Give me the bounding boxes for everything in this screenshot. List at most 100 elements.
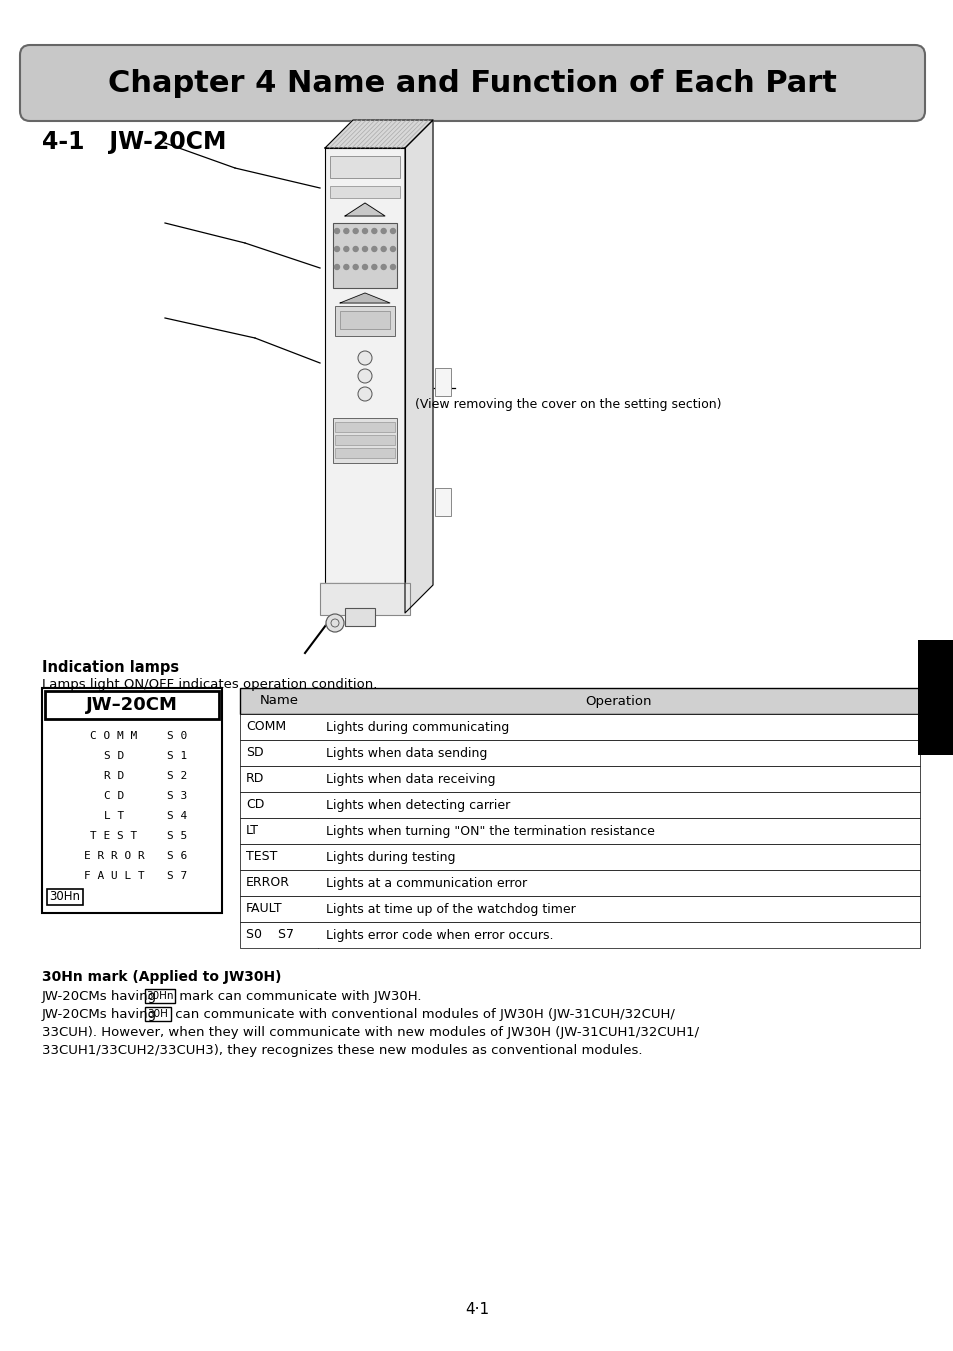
Text: 4-1   JW-20CM: 4-1 JW-20CM [42,130,226,154]
Text: 33CUH). However, when they will communicate with new modules of JW30H (JW-31CUH1: 33CUH). However, when they will communic… [42,1025,699,1039]
Bar [345,608,375,626]
Bar [325,149,405,613]
Bar [240,896,919,921]
Circle shape [381,228,386,234]
Circle shape [353,246,357,251]
Text: R D: R D [104,771,124,781]
Text: Name: Name [259,694,298,708]
Text: can communicate with conventional modules of JW30H (JW-31CUH/32CUH/: can communicate with conventional module… [171,1008,674,1021]
Circle shape [343,246,349,251]
Text: S 0: S 0 [167,731,187,740]
Bar [240,817,919,844]
Bar [335,435,395,444]
Text: 30Hn: 30Hn [146,992,173,1001]
Text: Lamps light ON/OFF indicates operation condition.: Lamps light ON/OFF indicates operation c… [42,678,377,690]
Bar [240,713,919,740]
Circle shape [372,228,376,234]
Polygon shape [405,120,433,613]
Circle shape [357,369,372,382]
Text: CD: CD [246,798,264,812]
Bar [240,870,919,896]
Text: L T: L T [104,811,124,821]
Bar [333,223,396,288]
Text: Lights when data receiving: Lights when data receiving [326,773,495,785]
Text: SD: SD [246,747,263,759]
Circle shape [381,265,386,269]
Bar [47,889,83,905]
Circle shape [390,246,395,251]
Circle shape [362,265,367,269]
Text: T E S T: T E S T [91,831,137,842]
Bar [240,792,919,817]
Text: COMM: COMM [246,720,286,734]
Text: S0    S7: S0 S7 [246,928,294,942]
Text: E R R O R: E R R O R [84,851,144,861]
Circle shape [362,228,367,234]
Circle shape [390,228,395,234]
Circle shape [335,265,339,269]
Bar [333,417,396,463]
Polygon shape [339,293,390,303]
Circle shape [357,351,372,365]
Circle shape [381,246,386,251]
Text: FAULT: FAULT [246,902,282,916]
Circle shape [353,265,357,269]
Text: C O M M: C O M M [91,731,137,740]
Text: Lights when detecting carrier: Lights when detecting carrier [326,798,510,812]
Circle shape [335,246,339,251]
Text: Indication lamps: Indication lamps [42,661,179,676]
Bar [240,844,919,870]
Text: JW-20CMs having: JW-20CMs having [42,1008,161,1021]
Bar [240,766,919,792]
Circle shape [372,265,376,269]
Bar [335,305,395,336]
Text: mark can communicate with JW30H.: mark can communicate with JW30H. [174,990,421,1002]
Text: ERROR: ERROR [246,877,290,889]
Polygon shape [345,203,385,216]
Bar [335,449,395,458]
Text: F A U L T: F A U L T [84,871,144,881]
Bar [240,740,919,766]
Text: Lights when data sending: Lights when data sending [326,747,487,759]
FancyBboxPatch shape [20,45,924,122]
Text: LT: LT [246,824,258,838]
Circle shape [343,265,349,269]
Circle shape [353,228,357,234]
Text: 30H: 30H [148,1009,169,1019]
Bar [435,488,451,516]
Text: 30Hn: 30Hn [50,890,80,904]
Circle shape [357,386,372,401]
Text: S 5: S 5 [167,831,187,842]
Bar [339,311,390,330]
Text: C D: C D [104,790,124,801]
Text: Lights when turning "ON" the termination resistance: Lights when turning "ON" the termination… [326,824,654,838]
Text: Chapter 4 Name and Function of Each Part: Chapter 4 Name and Function of Each Part [108,69,836,97]
Text: (View removing the cover on the setting section): (View removing the cover on the setting … [415,399,720,411]
Bar [917,640,953,755]
Text: JW-20CMs having: JW-20CMs having [42,990,161,1002]
Polygon shape [325,120,433,149]
Text: 30Hn mark (Applied to JW30H): 30Hn mark (Applied to JW30H) [42,970,281,984]
Circle shape [326,613,344,632]
Circle shape [343,228,349,234]
Text: Lights error code when error occurs.: Lights error code when error occurs. [326,928,553,942]
Text: S D: S D [104,751,124,761]
Bar [319,584,410,615]
Bar [45,690,219,719]
Bar [145,989,174,1002]
Bar [330,155,399,178]
Text: S 6: S 6 [167,851,187,861]
Bar [240,921,919,948]
Bar [435,367,451,396]
Bar [145,1006,171,1021]
Text: S 4: S 4 [167,811,187,821]
Circle shape [390,265,395,269]
Bar [330,186,399,199]
Text: S 2: S 2 [167,771,187,781]
Text: Lights during communicating: Lights during communicating [326,720,509,734]
Text: Lights during testing: Lights during testing [326,851,455,863]
Bar [240,688,919,713]
Text: JW–20CM: JW–20CM [86,696,178,713]
Text: S 7: S 7 [167,871,187,881]
Bar [335,422,395,432]
